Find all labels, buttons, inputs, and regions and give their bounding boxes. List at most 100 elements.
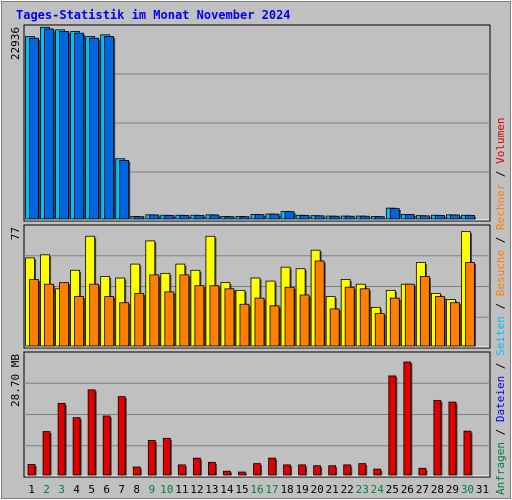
bar-besuche-day-3 [59,282,69,347]
legend-separator: / [494,230,507,250]
x-tick-label-day-7: 7 [118,483,125,496]
bar-volumen-day-1 [27,464,36,476]
bar-dateien-day-10 [164,215,175,220]
bar-besuche-day-6 [104,296,115,347]
bar-volumen-day-29 [448,401,457,476]
x-tick-label-day-25: 25 [386,483,399,496]
series-besuche [29,260,476,347]
bar-dateien-day-1 [29,37,39,220]
bar-dateien-day-25 [389,208,400,220]
y-axis-label-requests: 22936 [9,27,22,60]
bar-besuche-day-12 [194,285,205,347]
panel-visits: 77 [9,224,491,349]
series-volumen [27,361,473,476]
bar-volumen-day-15 [238,471,246,476]
bar-besuche-day-5 [89,283,100,347]
bar-volumen-day-24 [373,468,382,476]
bar-dateien-day-18 [284,211,295,220]
bar-dateien-day-9 [149,214,160,220]
bar-volumen-day-22 [343,464,352,476]
bar-dateien-day-16 [254,214,265,220]
bar-dateien-day-20 [314,215,325,220]
legend-separator: / [494,356,507,376]
bar-volumen-day-20 [313,465,322,476]
x-tick-label-day-2: 2 [43,483,50,496]
x-tick-label-day-9: 9 [148,483,155,496]
legend-text: Anfragen / Dateien / Seiten / Besuche / … [494,117,507,495]
bar-volumen-day-16 [253,463,261,476]
bar-besuche-day-23 [359,288,370,347]
x-tick-label-day-31: 31 [476,483,489,496]
bar-besuche-day-19 [299,294,310,347]
bar-dateien-day-28 [434,215,445,220]
x-tick-label-day-26: 26 [401,483,414,496]
bar-dateien-day-26 [404,214,415,220]
x-tick-label-day-4: 4 [73,483,80,496]
bar-volumen-day-9 [147,440,156,476]
bar-besuche-day-4 [74,296,85,347]
bar-dateien-day-19 [299,215,310,220]
legend-item-besuche: Besuche [494,250,507,296]
bar-dateien-day-30 [465,215,475,220]
x-tick-label-day-27: 27 [416,483,429,496]
x-tick-label-day-6: 6 [103,483,110,496]
bar-volumen-day-7 [117,396,126,476]
bar-dateien-day-3 [59,31,69,220]
x-tick-label-day-3: 3 [58,483,65,496]
bar-besuche-day-25 [389,297,400,347]
x-tick-label-day-8: 8 [133,483,140,496]
bar-volumen-day-4 [72,417,81,476]
x-tick-label-day-11: 11 [175,483,188,496]
x-tick-label-day-22: 22 [341,483,354,496]
bar-volumen-day-8 [132,466,141,476]
bar-volumen-day-13 [208,461,216,476]
bar-volumen-day-6 [102,415,111,476]
bar-volumen-day-11 [177,464,186,476]
chart-title: Tages-Statistik im Monat November 2024 [16,8,291,22]
bar-volumen-day-25 [388,375,397,476]
bar-besuche-day-16 [254,297,265,347]
bar-besuche-day-17 [269,305,280,347]
bar-volumen-day-14 [223,470,231,476]
bar-besuche-day-1 [29,279,39,347]
bar-dateien-day-6 [104,36,115,220]
bar-volumen-day-26 [403,361,412,476]
bar-besuche-day-10 [164,291,175,347]
x-tick-label-day-14: 14 [220,483,234,496]
bar-besuche-day-7 [119,302,130,347]
bar-besuche-day-2 [44,283,54,347]
x-tick-label-day-19: 19 [295,483,308,496]
bar-dateien-day-24 [374,216,385,220]
x-tick-label-day-29: 29 [446,483,459,496]
bar-volumen-day-12 [192,457,201,476]
bar-volumen-day-3 [57,402,66,476]
bar-besuche-day-13 [209,285,220,347]
x-tick-label-day-28: 28 [431,483,444,496]
bar-besuche-day-24 [374,313,385,347]
legend-separator: / [494,296,507,316]
bar-dateien-day-11 [179,215,190,220]
bar-dateien-day-7 [119,160,130,220]
bar-volumen-day-28 [433,399,442,476]
bar-volumen-day-21 [328,465,337,476]
bar-dateien-day-22 [344,215,355,220]
bar-besuche-day-15 [239,303,250,347]
bar-besuche-day-28 [434,296,445,347]
right-legend: Anfragen / Dateien / Seiten / Besuche / … [494,117,507,495]
legend-separator: / [494,422,507,442]
bar-volumen-day-23 [358,463,367,476]
bar-dateien-day-4 [74,32,85,220]
y-axis-label-visits: 77 [9,227,22,240]
bar-besuche-day-14 [224,288,235,347]
bar-besuche-day-8 [134,293,145,347]
bar-dateien-day-13 [209,214,220,220]
x-tick-label-day-5: 5 [88,483,95,496]
legend-item-anfragen: Anfragen [494,442,507,495]
bar-volumen-day-10 [162,437,171,476]
x-tick-label-day-23: 23 [356,483,369,496]
bar-dateien-day-21 [329,215,340,220]
bar-volumen-day-5 [87,389,96,476]
x-tick-label-day-30: 30 [461,483,474,496]
bar-dateien-day-17 [269,213,280,220]
